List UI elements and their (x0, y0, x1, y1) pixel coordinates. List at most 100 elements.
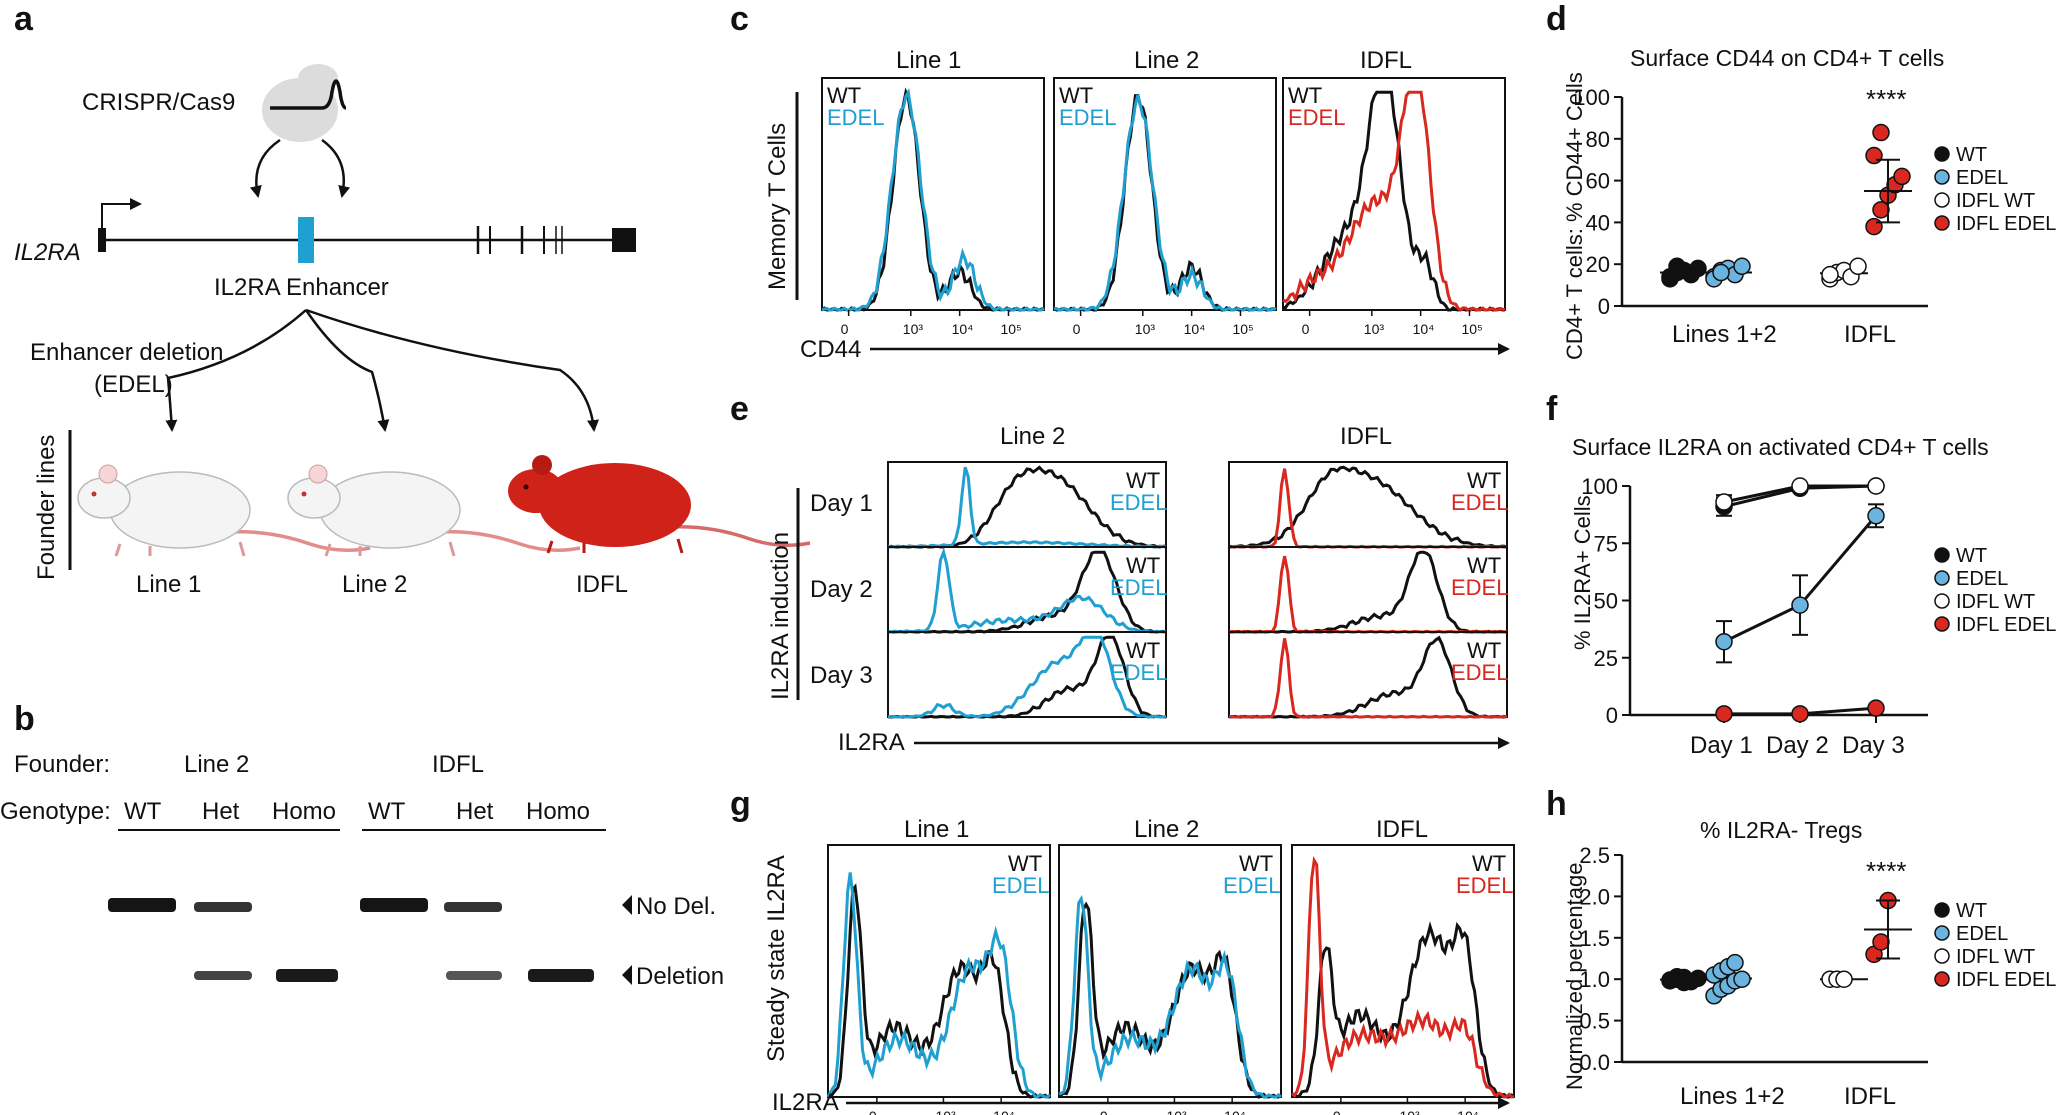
data-point (1872, 933, 1890, 951)
deletion-label-2: (EDEL) (94, 371, 173, 398)
x-tick-label: 0 (1100, 1108, 1108, 1115)
founder-text: Founder: (14, 751, 110, 778)
legend-label: EDEL (1956, 568, 2008, 590)
y-tick-label: 50 (1594, 589, 1618, 614)
g-plot-frame (1058, 844, 1282, 1098)
legend-marker (1934, 570, 1950, 586)
y-tick-label: 100 (1581, 474, 1618, 499)
y-tick-label: 100 (1573, 85, 1610, 110)
data-point (1689, 259, 1707, 278)
g-xlabel: IL2RA (772, 1089, 839, 1115)
data-point (1865, 217, 1883, 236)
d-ylabel: CD4+ T cells: % CD44+ Cells (1562, 72, 1587, 360)
h-significance: **** (1866, 856, 1906, 886)
legend-edel: EDEL (1223, 873, 1280, 898)
founder-idfl: IDFL (432, 751, 484, 778)
x-tick-label: 10⁴ (1224, 1108, 1246, 1115)
x-tick-label: 10³ (903, 321, 924, 337)
legend-edel: EDEL (1110, 660, 1167, 685)
y-tick-label: 0 (1598, 294, 1610, 319)
legend-wt: WT (1008, 851, 1042, 876)
data-point (1726, 953, 1744, 972)
mouse-idfl-icon (508, 455, 811, 554)
crispr-label: CRISPR/Cas9 (82, 89, 235, 116)
wt-histogram (888, 635, 1166, 719)
legend-label: IDFL WT (1956, 190, 2035, 212)
data-point (1791, 596, 1809, 614)
legend-marker (1934, 616, 1950, 632)
x-tick-label: 10⁵ (1461, 321, 1482, 337)
y-tick-label: 0.5 (1579, 1009, 1610, 1034)
legend-edel: EDEL (1451, 660, 1508, 685)
y-tick-label: 80 (1586, 127, 1610, 152)
legend-wt: WT (1126, 468, 1160, 493)
legend-label: IDFL WT (1956, 946, 2035, 968)
edel-histogram (1228, 638, 1508, 719)
legend-edel: EDEL (1451, 575, 1508, 600)
g-title-1: Line 1 (904, 816, 969, 843)
h-title: % IL2RA- Tregs (1700, 817, 1862, 843)
gene-label: IL2RA (14, 239, 81, 266)
legend-edel: EDEL (1110, 575, 1167, 600)
wt-histogram (1228, 635, 1508, 719)
genotype-het-1: Het (202, 798, 240, 825)
x-tick-label: 0 (841, 321, 849, 337)
y-tick-label: 2.0 (1579, 884, 1610, 909)
legend-label: EDEL (1956, 167, 2008, 189)
f-x-day2: Day 2 (1766, 732, 1829, 759)
legend-wt: WT (1126, 638, 1160, 663)
x-tick-label: 10⁴ (952, 321, 974, 337)
founder-line2: Line 2 (184, 751, 249, 778)
panel-d: d Surface CD44 on CD4+ T cells CD4+ T ce… (1546, 0, 2056, 360)
g-title-2: Line 2 (1134, 816, 1199, 843)
legend-edel: EDEL (827, 105, 884, 130)
data-point (1893, 167, 1911, 186)
deletion-label-1: Enhancer deletion (30, 339, 223, 366)
genotype-wt-1: WT (124, 798, 162, 825)
legend-wt: WT (1467, 553, 1501, 578)
data-point (1715, 493, 1733, 511)
legend-wt: WT (1288, 83, 1322, 108)
data-point (1872, 123, 1890, 142)
g-ylabel: Steady state IL2RA (763, 855, 790, 1062)
panel-f: f Surface IL2RA on activated CD4+ T cell… (1546, 390, 2056, 759)
legend-wt: WT (827, 83, 861, 108)
d-title: Surface CD44 on CD4+ T cells (1630, 45, 1944, 71)
y-tick-label: 1.0 (1579, 967, 1610, 992)
edel-histogram (887, 635, 1167, 719)
c-title-1: Line 1 (896, 47, 961, 74)
x-tick-label: 10⁵ (1232, 321, 1253, 337)
e-ylabel: IL2RA induction (767, 532, 794, 700)
d-significance: **** (1866, 84, 1906, 114)
x-tick-label: 10³ (1364, 321, 1385, 337)
enhancer-label: IL2RA Enhancer (214, 274, 389, 301)
e-row-day1: Day 1 (810, 490, 873, 517)
legend-label: WT (1956, 144, 1987, 166)
data-point (1791, 477, 1809, 495)
panel-g: g Steady state IL2RA Line 1 Line 2 IDFL … (730, 785, 1515, 1115)
panel-label-g: g (730, 785, 751, 823)
deletion-band-label: Deletion (636, 963, 724, 990)
x-tick-label: 10⁴ (1184, 321, 1206, 337)
panel-label-f: f (1546, 390, 1558, 428)
data-point (1872, 201, 1890, 219)
panel-label-d: d (1546, 0, 1567, 38)
d-cat-idfl: IDFL (1844, 321, 1896, 348)
cas9-icon (262, 64, 347, 142)
g-plot-frame (827, 844, 1051, 1098)
edel-histogram (888, 547, 1166, 634)
x-tick-label: 0 (1073, 321, 1081, 337)
line1-label: Line 1 (136, 571, 201, 598)
edel-histogram (1058, 894, 1282, 1099)
genotype-homo-2: Homo (526, 798, 590, 825)
legend-marker (1934, 593, 1950, 609)
panel-h: h % IL2RA- Tregs Normalized percentage 0… (1546, 785, 2056, 1110)
cut-arrows (249, 138, 351, 198)
g-histograms: WTEDEL010³10⁴WTEDEL010³10⁴WTEDEL010³10⁴ (826, 844, 1515, 1115)
legend-edel: EDEL (1110, 490, 1167, 515)
genotype-homo-1: Homo (272, 798, 336, 825)
data-point (1712, 263, 1730, 282)
data-point (1733, 970, 1751, 988)
